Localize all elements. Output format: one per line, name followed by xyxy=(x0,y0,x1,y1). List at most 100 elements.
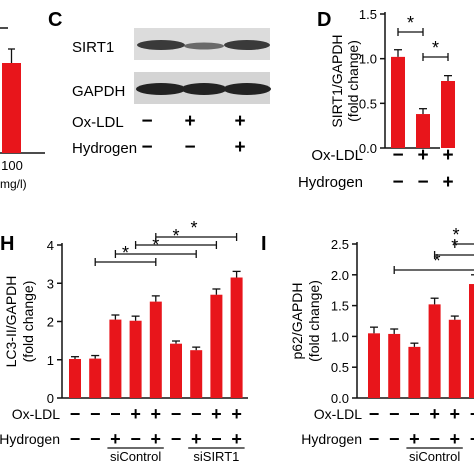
y-tick-label: 1.0 xyxy=(331,329,349,344)
bar xyxy=(441,81,455,148)
group-label: siControl xyxy=(110,449,161,464)
significance-marker: * xyxy=(190,218,197,238)
y-tick-label: 0 xyxy=(47,391,54,406)
panel-h-letter: H xyxy=(0,233,14,255)
treatment-label: Hydrogen xyxy=(72,140,137,157)
significance-marker: * xyxy=(433,251,440,271)
bar xyxy=(89,358,102,398)
treatment-sign: − xyxy=(392,145,403,166)
treatment-sign: − xyxy=(429,429,440,449)
treatment-sign: − xyxy=(369,404,380,424)
bar xyxy=(230,277,243,398)
treatment-sign: − xyxy=(211,429,222,449)
y-tick-label: 0.5 xyxy=(331,360,349,375)
y-tick-label: 1.5 xyxy=(359,7,377,22)
panel-d: D 0.0 0.5 1.0 1.5 SIRT1/GAPDH (fold change) * *… xyxy=(298,7,455,193)
bar xyxy=(69,358,81,398)
panel-c-letter: C xyxy=(48,9,62,31)
group-label: siControl xyxy=(409,449,460,464)
y-axis-label: (fold change) xyxy=(20,281,36,363)
treatment-sign: − xyxy=(171,429,182,449)
y-tick-label: 4 xyxy=(47,238,54,253)
treatment-label: Ox-LDL xyxy=(314,406,362,422)
treatment-sign: + xyxy=(151,404,162,424)
y-tick-label: 2 xyxy=(47,315,54,330)
treatment-sign: − xyxy=(90,404,101,424)
blot-sirt1-band xyxy=(184,42,224,50)
y-tick-label: 0.5 xyxy=(359,96,377,111)
y-tick-label: 1.5 xyxy=(331,299,349,314)
bar xyxy=(428,304,441,398)
bar xyxy=(190,350,203,398)
panel-left-partial: 100 mg/l) xyxy=(0,27,45,191)
y-tick-label: 1 xyxy=(47,353,54,368)
bar xyxy=(149,301,162,398)
treatment-sign: + xyxy=(191,429,202,449)
treatment-sign: − xyxy=(392,172,403,193)
y-axis-label: (fold change) xyxy=(345,40,361,122)
blot-sirt1-band xyxy=(224,40,270,50)
treatment-sign: + xyxy=(211,404,222,424)
treatment-sign: − xyxy=(141,111,152,132)
panel-c: C SIRT1 GAPDH Ox-LDL Hydrogen − + + − − + xyxy=(48,9,271,158)
y-axis-label: LC3-II/GAPDH xyxy=(3,276,19,368)
blot-gapdh-band xyxy=(223,83,271,95)
bar xyxy=(368,333,380,398)
significance-marker: * xyxy=(172,226,179,246)
blot-row-label: SIRT1 xyxy=(72,39,114,56)
treatment-sign: − xyxy=(389,429,400,449)
treatment-sign: − xyxy=(110,404,121,424)
treatment-sign: + xyxy=(231,404,242,424)
blot-sirt1-band xyxy=(137,40,185,50)
bar xyxy=(388,333,401,398)
bar xyxy=(416,114,430,148)
treatment-sign: + xyxy=(429,404,440,424)
y-axis-label: SIRT1/GAPDH xyxy=(329,34,345,127)
treatment-sign: − xyxy=(389,404,400,424)
bar xyxy=(408,346,421,398)
treatment-sign: + xyxy=(184,111,195,132)
treatment-sign: − xyxy=(369,429,380,449)
treatment-label: Ox-LDL xyxy=(72,114,124,131)
treatment-sign: + xyxy=(234,137,245,158)
treatment-sign: − xyxy=(409,404,420,424)
treatment-sign: − xyxy=(191,404,202,424)
y-tick-label: 0.0 xyxy=(331,391,349,406)
y-tick-label: 1.0 xyxy=(359,52,377,67)
treatment-sign: − xyxy=(417,172,428,193)
blot-gapdh-band xyxy=(181,83,227,95)
treatment-sign: − xyxy=(70,404,81,424)
panel-d-letter: D xyxy=(317,9,331,31)
treatment-sign: + xyxy=(450,429,461,449)
treatment-label: Hydrogen xyxy=(301,431,362,447)
bar xyxy=(170,343,182,398)
treatment-sign: − xyxy=(184,137,195,158)
treatment-sign: − xyxy=(130,429,141,449)
significance-marker: * xyxy=(452,225,459,245)
y-tick-label: 2.5 xyxy=(331,237,349,252)
treatment-sign: + xyxy=(234,111,245,132)
treatment-label: Hydrogen xyxy=(298,174,363,191)
treatment-sign: + xyxy=(110,429,121,449)
left-panel-bar xyxy=(2,63,21,153)
left-panel-unit-label: mg/l) xyxy=(0,177,27,191)
treatment-sign: − xyxy=(470,404,474,424)
treatment-label: Ox-LDL xyxy=(12,406,60,422)
y-axis-label: p62/GAPDH xyxy=(289,282,305,359)
left-panel-tick-label: 100 xyxy=(1,158,23,173)
treatment-sign: − xyxy=(90,429,101,449)
treatment-sign: + xyxy=(231,429,242,449)
bar xyxy=(448,319,461,398)
treatment-sign: + xyxy=(151,429,162,449)
treatment-sign: + xyxy=(442,145,453,166)
bar xyxy=(210,294,223,398)
treatment-sign: − xyxy=(70,429,81,449)
bar xyxy=(129,320,142,398)
bar xyxy=(391,56,405,148)
y-tick-label: 3 xyxy=(47,276,54,291)
y-tick-label: 2.0 xyxy=(331,268,349,283)
treatment-sign: + xyxy=(450,404,461,424)
significance-marker: * xyxy=(122,243,129,263)
